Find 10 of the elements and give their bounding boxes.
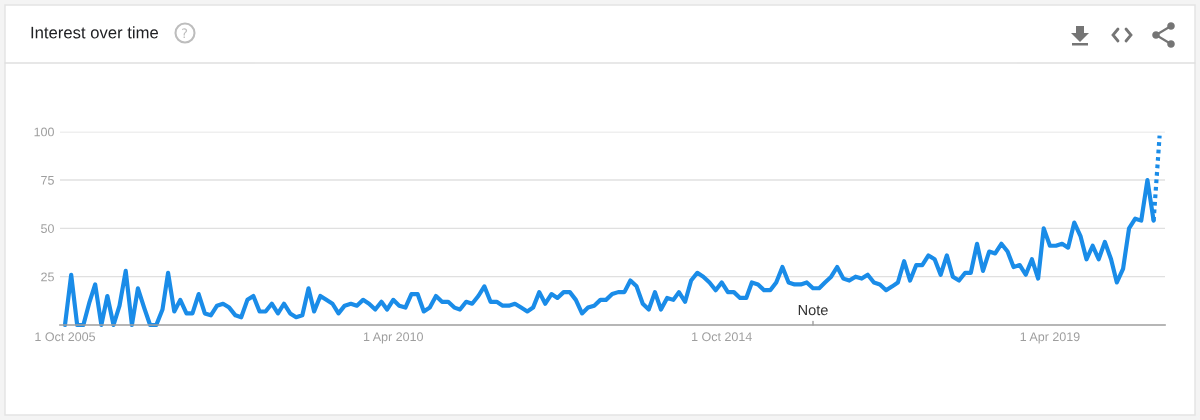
y-tick-label: 75: [41, 175, 54, 185]
chart-title: Interest over time: [31, 26, 159, 39]
annotation: Note: [798, 305, 828, 316]
y-tick-label: 25: [41, 272, 54, 282]
y-tick-label: 100: [34, 127, 54, 137]
x-tick-label: 1 Apr 2019: [1020, 332, 1080, 344]
x-tick-label: 1 Apr 2010: [363, 332, 423, 344]
y-tick-label: 50: [41, 224, 54, 233]
x-tick-label: 1 Oct 2005: [35, 332, 96, 342]
x-tick-label: 1 Oct 2014: [692, 332, 752, 342]
